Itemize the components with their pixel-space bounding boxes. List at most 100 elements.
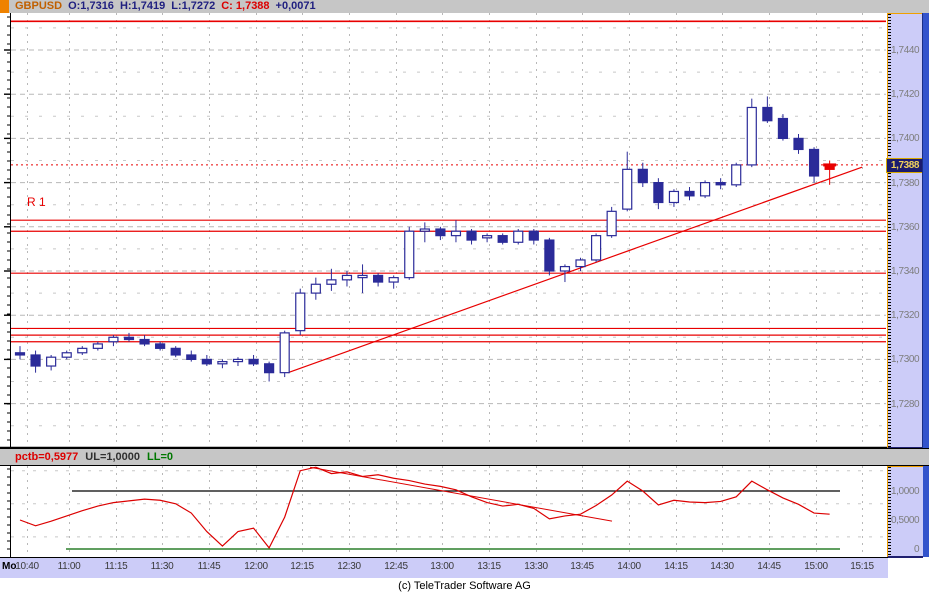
time-axis-label: 12:45 — [384, 561, 408, 572]
candle — [497, 233, 508, 245]
candle — [450, 220, 462, 243]
candle — [482, 233, 493, 243]
r1-pivot-label: R 1 — [27, 195, 46, 209]
time-axis-label: 13:30 — [524, 561, 548, 572]
indicator-chart[interactable] — [0, 466, 887, 557]
price-axis-label: 1,7380 — [891, 177, 920, 189]
candle-body — [528, 230, 539, 241]
candle-body — [715, 182, 726, 186]
candle — [295, 288, 306, 336]
candle — [373, 273, 384, 287]
candle — [419, 222, 430, 243]
candle — [559, 264, 571, 283]
chart-header-bar: GBPUSD O:1,7316 H:1,7419 L:1,7272 C: 1,7388 +… — [0, 0, 929, 14]
candle-body — [341, 274, 353, 281]
high-value: H:1,7419 — [119, 0, 166, 12]
copyright-text: (c) TeleTrader Software AG — [398, 580, 531, 592]
candle — [46, 354, 57, 371]
time-axis-label: 11:45 — [197, 561, 221, 572]
price-axis-label: 1,7440 — [891, 45, 920, 56]
candle-body — [622, 168, 633, 210]
candle-body — [295, 292, 306, 332]
price-axis-ticks — [888, 14, 891, 447]
open-value: O:1,7316 — [68, 0, 114, 12]
trendline[interactable] — [287, 166, 863, 374]
candle-body — [466, 230, 477, 241]
candle-body — [699, 182, 711, 197]
candle — [684, 187, 695, 201]
candles-layer — [14, 96, 837, 382]
candle — [513, 229, 524, 245]
candle-body — [575, 259, 586, 268]
candle — [746, 98, 757, 168]
right-window-strip — [922, 13, 929, 557]
candle-body — [248, 358, 259, 365]
price-axis-label: 1,7320 — [891, 310, 920, 322]
time-axis-label: 14:00 — [617, 561, 641, 572]
change-value: +0,0071 — [275, 0, 316, 12]
candle-body — [808, 148, 820, 177]
candle-body — [232, 358, 244, 363]
lower-limit-label: LL=0 — [147, 451, 174, 463]
candle-body — [357, 274, 368, 279]
candle — [544, 237, 555, 276]
price-axis-label: 1,7400 — [891, 133, 920, 145]
candle — [808, 147, 820, 183]
candle-body — [388, 277, 399, 283]
candle-body — [373, 274, 384, 283]
candle — [279, 330, 290, 378]
candle — [217, 359, 228, 369]
candle-body — [155, 343, 166, 349]
indicator-trendline[interactable] — [309, 466, 613, 522]
candle — [528, 229, 539, 245]
time-axis-label: 11:00 — [57, 561, 81, 572]
price-axis-label: 1,7280 — [891, 398, 920, 410]
candle — [14, 346, 26, 360]
candle — [762, 96, 773, 123]
candle — [155, 341, 166, 351]
candle — [668, 189, 680, 207]
candle — [715, 178, 726, 190]
time-axis-label: 13:45 — [570, 561, 594, 572]
time-axis-label: 10:40 — [15, 561, 39, 572]
candle-body — [61, 352, 72, 358]
candle-body — [217, 361, 228, 365]
candle-body — [482, 235, 493, 239]
candle — [357, 264, 368, 294]
candle — [139, 335, 150, 347]
candle — [793, 133, 804, 154]
indicator-axis-label: 0 — [914, 544, 920, 555]
time-axis-label: 12:15 — [290, 561, 314, 572]
candle-body — [30, 354, 41, 367]
candle — [77, 346, 88, 355]
candle-body — [793, 137, 804, 151]
price-axis-label: 1,7300 — [891, 354, 920, 366]
candle — [310, 277, 321, 300]
candle-body — [544, 239, 555, 272]
time-axis-label: 12:00 — [244, 561, 268, 572]
candle-body — [559, 265, 571, 272]
chart-title: GBPUSD O:1,7316 H:1,7419 L:1,7272 C: 1,7388 +… — [15, 0, 322, 13]
candle — [248, 354, 259, 367]
main-price-chart[interactable]: R 1 — [0, 13, 887, 448]
time-axis: Mo 10:40 11:00 11:15 11:30 11:45 12:00 12:15 12… — [0, 557, 888, 578]
candle-body — [606, 210, 617, 237]
candle — [590, 233, 602, 263]
indicator-title: pctb=0,5977 UL=1,0000 LL=0 — [15, 450, 180, 464]
low-value: L:1,7272 — [171, 0, 216, 12]
time-axis-label: 11:15 — [104, 561, 128, 572]
candle-body — [513, 230, 524, 243]
candle-body — [14, 352, 26, 356]
candle — [341, 271, 353, 287]
candle-body — [77, 347, 88, 354]
candle-body — [92, 343, 103, 349]
candle — [264, 361, 275, 382]
candle-body — [637, 168, 648, 184]
candle-body — [201, 358, 212, 365]
candle-body — [777, 117, 789, 140]
time-axis-label: 14:15 — [664, 561, 688, 572]
active-chart-icon — [0, 0, 9, 13]
candle-body — [108, 336, 119, 343]
candle — [92, 341, 103, 351]
candle-body — [668, 190, 680, 204]
